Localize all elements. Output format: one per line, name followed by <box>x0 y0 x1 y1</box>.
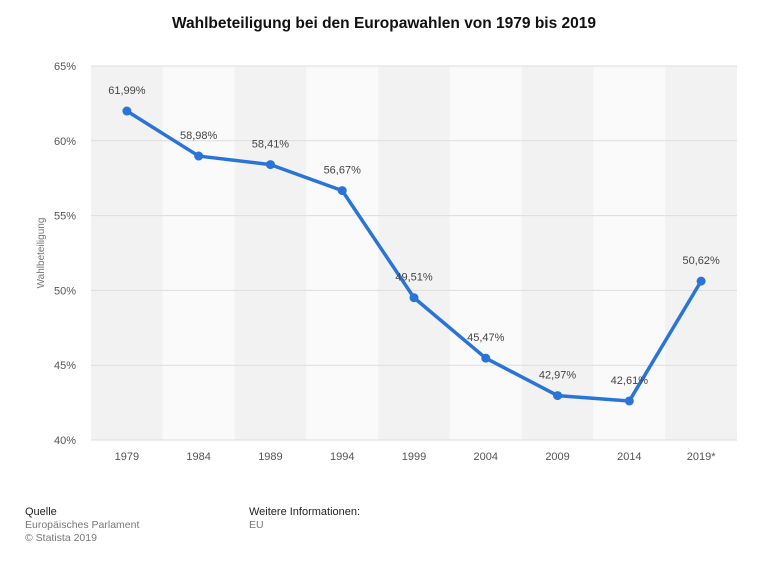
source-line: Europäisches Parlament <box>25 519 140 531</box>
data-label: 49,51% <box>395 272 433 284</box>
data-point <box>553 391 563 401</box>
data-label: 58,98% <box>180 130 218 142</box>
data-label: 61,99% <box>108 85 146 97</box>
column-band <box>521 66 594 440</box>
info-heading: Weitere Informationen: <box>249 506 361 518</box>
x-tick-label: 2019* <box>687 451 716 463</box>
x-tick-label: 1989 <box>258 451 282 463</box>
y-axis-title: Wahlbeteiligung <box>36 218 47 289</box>
source-heading: Quelle <box>25 506 57 518</box>
data-point <box>122 106 132 116</box>
chart-title: Wahlbeteiligung bei den Europawahlen von… <box>171 15 597 32</box>
column-band <box>593 66 666 440</box>
data-point <box>265 160 275 170</box>
data-point <box>194 151 204 161</box>
column-band <box>306 66 379 440</box>
column-band <box>162 66 235 440</box>
column-band <box>91 66 163 440</box>
data-point <box>337 186 347 196</box>
y-tick-label: 60% <box>54 136 76 148</box>
y-tick-label: 50% <box>54 285 76 297</box>
y-tick-label: 45% <box>54 360 76 372</box>
x-tick-label: 1979 <box>115 451 139 463</box>
data-label: 42,97% <box>539 370 577 382</box>
column-band <box>234 66 307 440</box>
y-tick-label: 55% <box>54 211 76 223</box>
x-tick-label: 2004 <box>474 451 498 463</box>
y-tick-label: 40% <box>54 435 76 447</box>
data-point <box>696 276 706 286</box>
data-point <box>624 396 634 406</box>
data-label: 42,61% <box>611 375 649 387</box>
x-tick-label: 1994 <box>330 451 354 463</box>
y-tick-label: 65% <box>54 61 76 73</box>
data-label: 56,67% <box>324 165 362 177</box>
x-tick-label: 2009 <box>545 451 569 463</box>
x-tick-label: 1999 <box>402 451 426 463</box>
source-block: Quelle Europäisches Parlament © Statista… <box>25 506 139 545</box>
column-band <box>378 66 450 440</box>
data-point <box>481 353 491 363</box>
x-tick-label: 1984 <box>186 451 210 463</box>
copyright-line: © Statista 2019 <box>25 532 97 544</box>
data-label: 50,62% <box>682 255 720 267</box>
x-tick-label: 2014 <box>617 451 641 463</box>
data-label: 58,41% <box>252 139 290 151</box>
info-line: EU <box>249 519 264 531</box>
column-band <box>449 66 522 440</box>
column-band <box>665 66 737 440</box>
data-label: 45,47% <box>467 332 505 344</box>
info-block: Weitere Informationen: EU <box>249 506 360 532</box>
data-point <box>409 293 419 303</box>
